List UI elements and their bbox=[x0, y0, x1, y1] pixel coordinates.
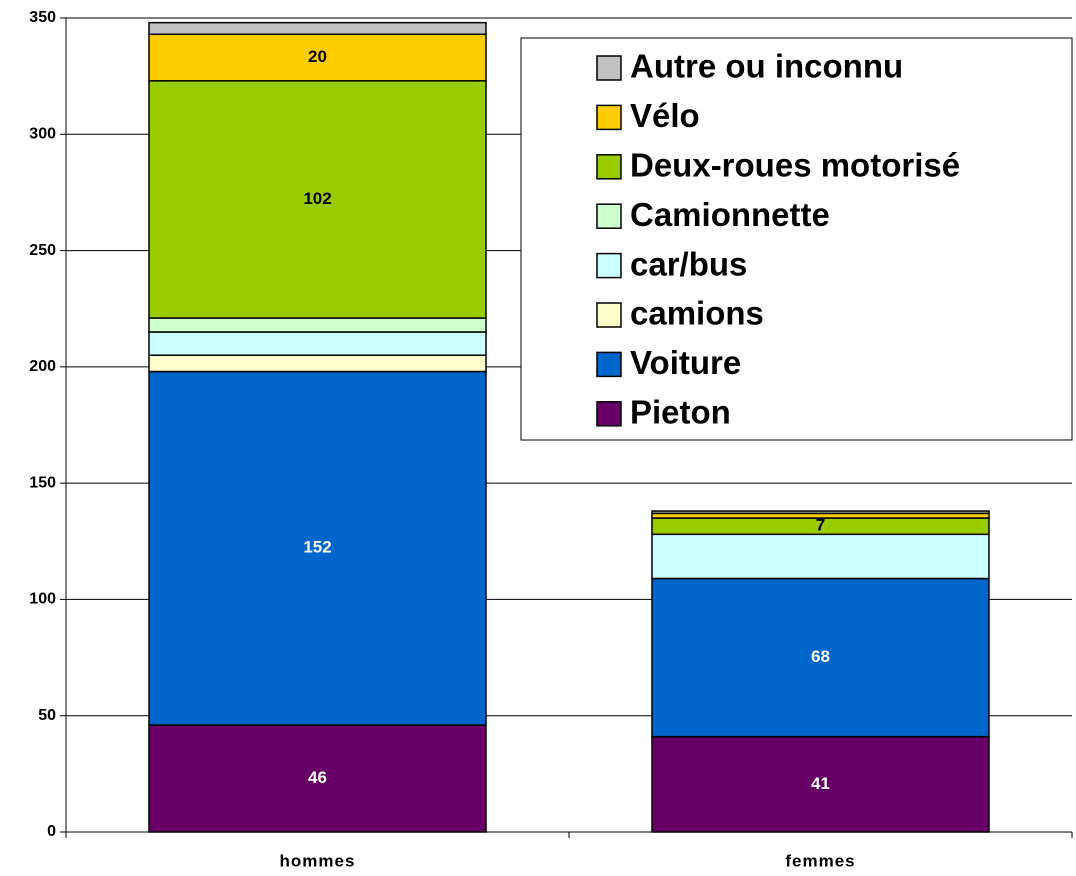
legend-swatch bbox=[596, 302, 622, 328]
data-label: 20 bbox=[308, 47, 327, 66]
bar-segment bbox=[148, 21, 487, 36]
bars: 46 152 102 20 41 68 7 bbox=[148, 21, 990, 833]
legend-swatch bbox=[596, 203, 622, 229]
bar-segment bbox=[651, 533, 990, 580]
data-label: 68 bbox=[811, 647, 830, 666]
legend-label: Voiture bbox=[630, 344, 741, 381]
data-label: 41 bbox=[811, 774, 830, 793]
legend-swatch bbox=[596, 154, 622, 180]
legend-label: Pieton bbox=[630, 394, 731, 431]
bar-segment bbox=[148, 80, 487, 319]
bar-segment bbox=[148, 317, 487, 333]
axes: 0 50 100 150 200 250 300 350 hommes femmes bbox=[29, 9, 1073, 870]
legend-label: Camionnette bbox=[630, 196, 830, 233]
x-tick-label: femmes bbox=[785, 851, 855, 870]
legend-swatch bbox=[596, 252, 622, 279]
legend-swatch bbox=[596, 55, 622, 81]
legend-label: Deux-roues motorisé bbox=[630, 147, 960, 184]
y-tick-label: 50 bbox=[38, 707, 56, 724]
bar-segment bbox=[651, 577, 990, 738]
y-tick-label: 200 bbox=[29, 358, 56, 375]
data-label: 7 bbox=[816, 516, 825, 535]
bar-segment bbox=[148, 370, 487, 726]
y-tick-label: 0 bbox=[47, 823, 56, 840]
y-tick-label: 350 bbox=[29, 9, 56, 26]
data-label: 102 bbox=[303, 189, 331, 208]
legend-label: Vélo bbox=[630, 97, 700, 134]
legend-label: camions bbox=[630, 295, 764, 332]
legend-swatch bbox=[596, 104, 622, 131]
y-tick-label: 300 bbox=[29, 126, 56, 143]
bar-segment bbox=[651, 510, 990, 515]
legend-box bbox=[520, 37, 1073, 441]
y-tick-label: 150 bbox=[29, 474, 56, 491]
y-tick-label: 100 bbox=[29, 591, 56, 608]
data-label: 46 bbox=[308, 768, 327, 787]
legend-label: car/bus bbox=[630, 245, 747, 282]
bar-segment bbox=[148, 331, 487, 356]
legend-swatch bbox=[596, 351, 622, 378]
data-label: 152 bbox=[303, 538, 331, 557]
legend: Autre ou inconnu Vélo Deux-roues motorisé C… bbox=[520, 37, 1073, 441]
legend-label: Autre ou inconnu bbox=[630, 48, 903, 85]
legend-swatch bbox=[596, 401, 622, 427]
y-tick-label: 250 bbox=[29, 242, 56, 259]
bar-segment bbox=[148, 724, 487, 833]
x-tick-label: hommes bbox=[280, 851, 356, 870]
bar-segment bbox=[148, 354, 487, 373]
